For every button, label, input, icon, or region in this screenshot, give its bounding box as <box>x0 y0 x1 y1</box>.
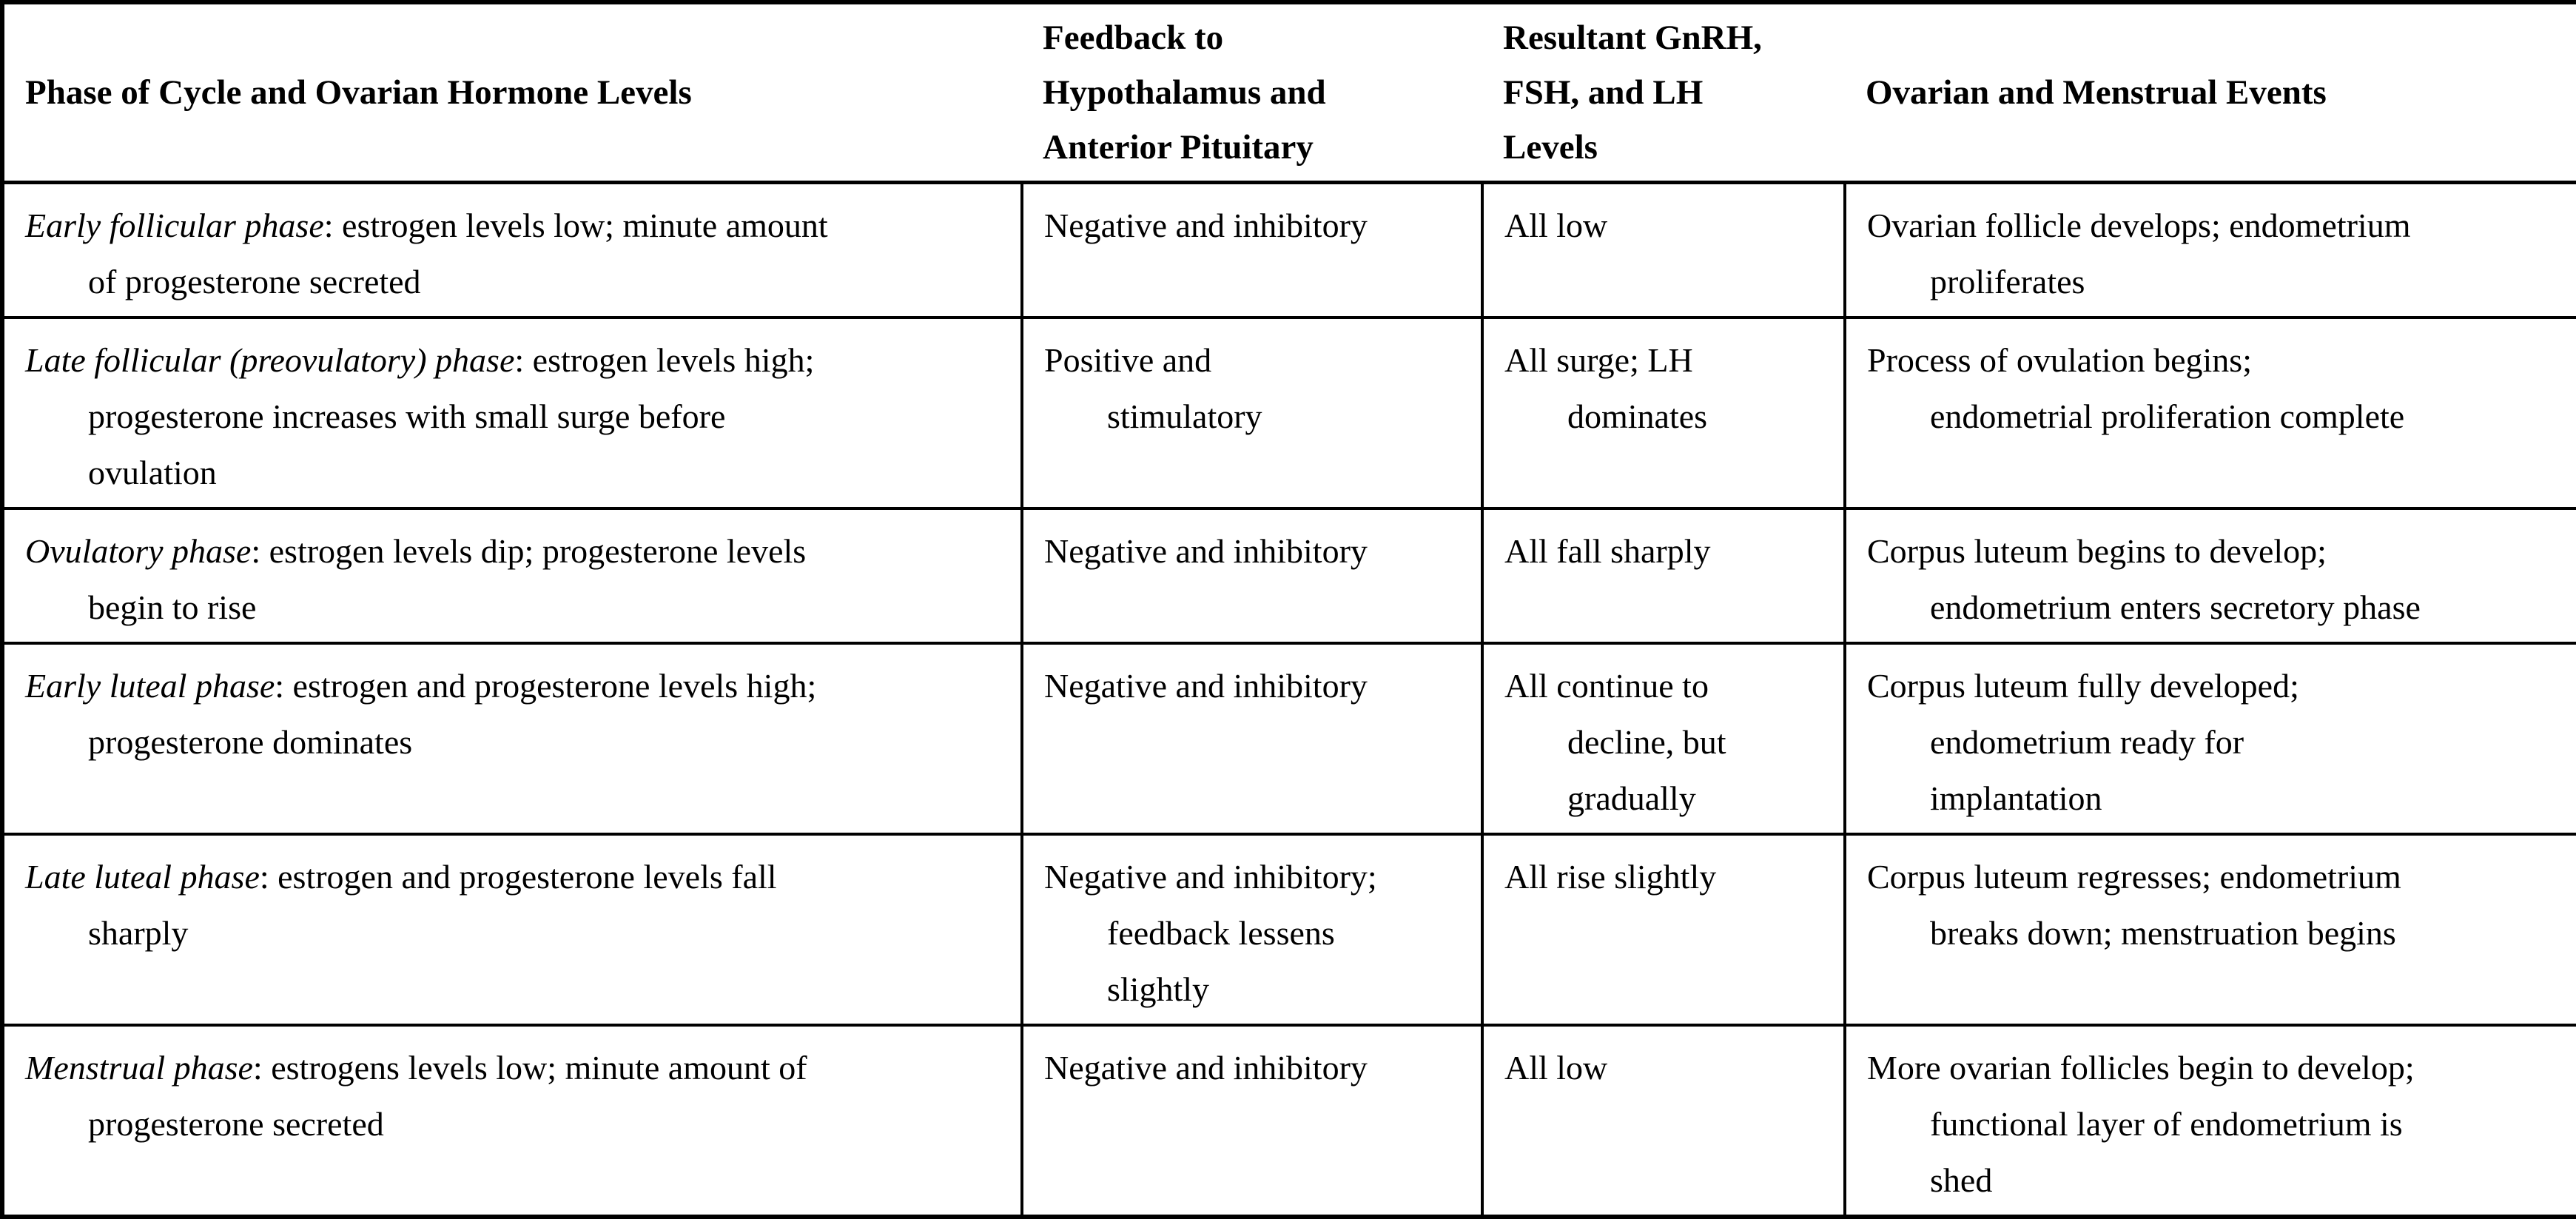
table-row: Early follicular phase: estrogen levels … <box>1 181 2576 319</box>
phase-description: : estrogen levels dip; progesterone leve… <box>88 532 807 626</box>
cell-phase: Ovulatory phase: estrogen levels dip; pr… <box>1 507 1023 645</box>
cell-feedback: Negative and inhibitory <box>1020 1024 1484 1218</box>
table-row: Menstrual phase: estrogens levels low; m… <box>1 1024 2576 1218</box>
cell-events: More ovarian follicles begin to develop;… <box>1843 1024 2576 1218</box>
cell-feedback: Negative and inhibitory <box>1020 642 1484 836</box>
phase-description: : estrogen levels high; progesterone inc… <box>88 341 815 491</box>
phase-name: Ovulatory phase <box>25 532 252 570</box>
table-row: Late luteal phase: estrogen and progeste… <box>1 833 2576 1027</box>
cell-events: Corpus luteum begins to develop; endomet… <box>1843 507 2576 645</box>
feedback-text: Negative and inhibitory <box>1044 667 1368 705</box>
levels-text: All surge; LH dominates <box>1504 341 1708 435</box>
cell-phase: Early follicular phase: estrogen levels … <box>1 181 1023 319</box>
events-text: Corpus luteum begins to develop; endomet… <box>1867 532 2421 626</box>
column-header-levels-label: Resultant GnRH, FSH, and LH Levels <box>1503 19 1762 167</box>
feedback-text: Negative and inhibitory <box>1044 1049 1368 1087</box>
events-text: Ovarian follicle develops; endometrium p… <box>1867 206 2411 300</box>
cell-levels: All continue to decline, but gradually <box>1481 642 1846 836</box>
cell-phase: Menstrual phase: estrogens levels low; m… <box>1 1024 1023 1218</box>
table-row: Ovulatory phase: estrogen levels dip; pr… <box>1 507 2576 645</box>
cell-phase: Early luteal phase: estrogen and progest… <box>1 642 1023 836</box>
cell-levels: All surge; LH dominates <box>1481 316 1846 510</box>
column-header-phase-label: Phase of Cycle and Ovarian Hormone Level… <box>25 73 692 112</box>
table-row: Early luteal phase: estrogen and progest… <box>1 642 2576 836</box>
cell-events: Process of ovulation begins; endometrial… <box>1843 316 2576 510</box>
phase-name: Early follicular phase <box>25 206 324 244</box>
cell-phase: Late luteal phase: estrogen and progeste… <box>1 833 1023 1027</box>
column-header-events: Ovarian and Menstrual Events <box>1845 2 2576 184</box>
levels-text: All fall sharply <box>1504 532 1711 570</box>
levels-text: All low <box>1504 206 1608 244</box>
table-row: Late follicular (preovulatory) phase: es… <box>1 316 2576 510</box>
cell-feedback: Negative and inhibitory <box>1020 507 1484 645</box>
cell-levels: All low <box>1481 1024 1846 1218</box>
levels-text: All low <box>1504 1049 1608 1087</box>
events-text: Corpus luteum regresses; endometrium bre… <box>1867 858 2401 952</box>
column-header-events-label: Ovarian and Menstrual Events <box>1866 73 2327 112</box>
levels-text: All rise slightly <box>1504 858 1717 896</box>
column-header-feedback-label: Feedback to Hypothalamus and Anterior Pi… <box>1043 19 1326 167</box>
table-body: Early follicular phase: estrogen levels … <box>1 181 2576 1218</box>
cell-events: Ovarian follicle develops; endometrium p… <box>1843 181 2576 319</box>
column-header-phase: Phase of Cycle and Ovarian Hormone Level… <box>2 2 1022 184</box>
feedback-text: Negative and inhibitory <box>1044 532 1368 570</box>
phase-description: : estrogen levels low; minute amount of … <box>88 206 828 300</box>
cell-feedback: Negative and inhibitory; feedback lessen… <box>1020 833 1484 1027</box>
phase-name: Late follicular (preovulatory) phase <box>25 341 515 379</box>
cell-levels: All rise slightly <box>1481 833 1846 1027</box>
levels-text: All continue to decline, but gradually <box>1504 667 1726 817</box>
cell-feedback: Positive and stimulatory <box>1020 316 1484 510</box>
cell-phase: Late follicular (preovulatory) phase: es… <box>1 316 1023 510</box>
cell-events: Corpus luteum fully developed; endometri… <box>1843 642 2576 836</box>
phase-name: Early luteal phase <box>25 667 275 705</box>
cell-levels: All low <box>1481 181 1846 319</box>
header-row: Phase of Cycle and Ovarian Hormone Level… <box>2 2 2576 184</box>
feedback-text: Negative and inhibitory <box>1044 206 1368 244</box>
cell-levels: All fall sharply <box>1481 507 1846 645</box>
events-text: Process of ovulation begins; endometrial… <box>1867 341 2405 435</box>
feedback-text: Positive and stimulatory <box>1044 341 1262 435</box>
feedback-text: Negative and inhibitory; feedback lessen… <box>1044 858 1377 1008</box>
phase-name: Late luteal phase <box>25 858 260 896</box>
cell-events: Corpus luteum regresses; endometrium bre… <box>1843 833 2576 1027</box>
phase-description: : estrogen and progesterone levels high;… <box>88 667 817 761</box>
table-header: Phase of Cycle and Ovarian Hormone Level… <box>2 2 2576 184</box>
column-header-levels: Resultant GnRH, FSH, and LH Levels <box>1482 2 1845 184</box>
events-text: Corpus luteum fully developed; endometri… <box>1867 667 2299 817</box>
column-header-feedback: Feedback to Hypothalamus and Anterior Pi… <box>1022 2 1482 184</box>
events-text: More ovarian follicles begin to develop;… <box>1867 1049 2415 1199</box>
phase-name: Menstrual phase <box>25 1049 253 1087</box>
phase-description: : estrogens levels low; minute amount of… <box>88 1049 807 1143</box>
phase-description: : estrogen and progesterone levels fall … <box>88 858 777 952</box>
cell-feedback: Negative and inhibitory <box>1020 181 1484 319</box>
